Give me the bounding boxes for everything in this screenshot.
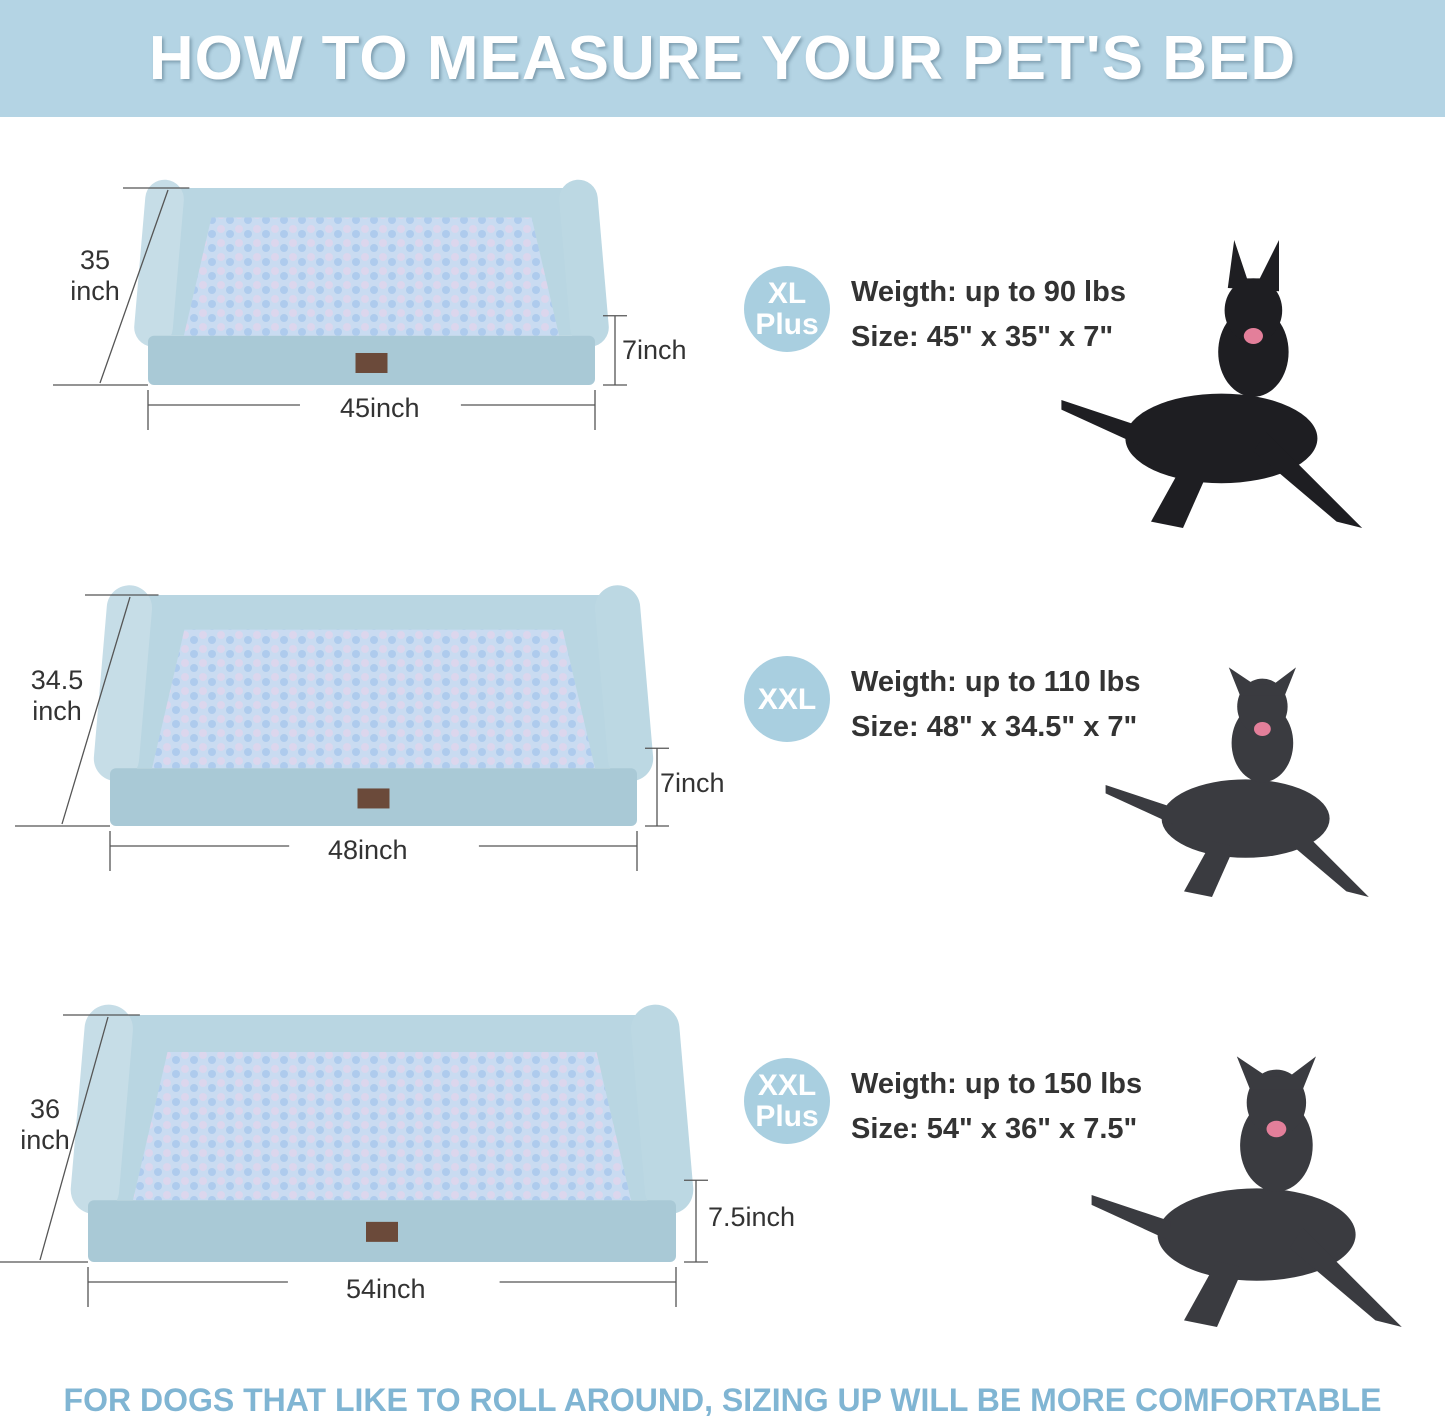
- size-text: Size: 54" x 36" x 7.5": [851, 1113, 1138, 1145]
- left-bolster: [93, 585, 153, 782]
- bed-label-tag: [357, 788, 390, 809]
- left-bolster: [134, 179, 184, 347]
- depth-value: 36: [29, 1094, 61, 1124]
- dog-photo-icon: [1105, 667, 1369, 897]
- depth-value: 35: [79, 245, 111, 275]
- depth-unit: inch: [70, 276, 120, 306]
- depth-unit: inch: [20, 1125, 70, 1155]
- depth-label: 34.5 inch: [22, 665, 92, 727]
- bed-back: [148, 188, 595, 336]
- dog-photo-icon: [1091, 1056, 1402, 1327]
- height-label: 7.5inch: [708, 1202, 796, 1232]
- bed-base: [88, 1200, 676, 1262]
- right-bolster: [594, 585, 654, 782]
- badge-line-2: Plus: [755, 308, 819, 341]
- bed-base: [148, 335, 595, 385]
- size-text: Size: 48" x 34.5" x 7": [851, 711, 1138, 743]
- bed-cushion: [183, 217, 560, 336]
- bed-label-tag: [366, 1221, 398, 1242]
- bed-base: [110, 768, 637, 826]
- size-badge: XXL: [744, 656, 830, 742]
- depth-label: 35 inch: [60, 245, 130, 307]
- size-badge: XXL Plus: [744, 1058, 830, 1144]
- height-label: 7inch: [622, 335, 687, 365]
- width-label: 48inch: [328, 835, 408, 865]
- badge-line-1: XXL: [757, 682, 817, 716]
- depth-value: 34.5: [30, 665, 84, 695]
- bed-back: [88, 1015, 676, 1201]
- size-spec: Weigth: up to 90 lbs Size: 45" x 35" x 7…: [851, 270, 1126, 360]
- right-bolster: [559, 179, 609, 347]
- size-spec: Weigth: up to 110 lbs Size: 48" x 34.5" …: [851, 660, 1141, 750]
- footer-tagline: FOR DOGS THAT LIKE TO ROLL AROUND, SIZIN…: [63, 1382, 1382, 1418]
- page-title: HOW TO MEASURE YOUR PET'S BED: [148, 24, 1297, 93]
- depth-label: 36 inch: [10, 1094, 80, 1156]
- width-label: 54inch: [346, 1274, 426, 1304]
- height-label: 7inch: [660, 768, 725, 798]
- bed-cushion: [152, 629, 595, 769]
- bed-label-tag: [355, 352, 388, 373]
- width-label: 45inch: [340, 393, 420, 423]
- size-text: Size: 45" x 35" x 7": [851, 321, 1114, 353]
- header-banner: HOW TO MEASURE YOUR PET'S BED: [0, 0, 1445, 117]
- size-badge: XL Plus: [744, 266, 830, 352]
- bed-cushion: [132, 1052, 632, 1201]
- dimension-lines: [0, 1014, 708, 1307]
- dimension-lines: [15, 594, 669, 871]
- size-spec: Weigth: up to 150 lbs Size: 54" x 36" x …: [851, 1062, 1142, 1152]
- dog-photo-icon: [1061, 240, 1363, 528]
- weight-text: Weigth: up to 150 lbs: [851, 1068, 1143, 1100]
- badge-line-1: XXL: [757, 1069, 817, 1102]
- bed-back: [110, 595, 637, 769]
- weight-text: Weigth: up to 90 lbs: [851, 276, 1126, 308]
- badge-line-2: Plus: [755, 1100, 819, 1133]
- weight-text: Weigth: up to 110 lbs: [851, 666, 1141, 698]
- right-bolster: [631, 1004, 694, 1215]
- badge-line-1: XL: [767, 277, 807, 310]
- left-bolster: [70, 1004, 133, 1215]
- depth-unit: inch: [32, 696, 82, 726]
